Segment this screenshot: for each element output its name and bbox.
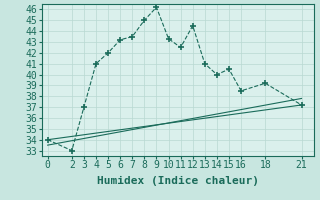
X-axis label: Humidex (Indice chaleur): Humidex (Indice chaleur) (97, 176, 259, 186)
